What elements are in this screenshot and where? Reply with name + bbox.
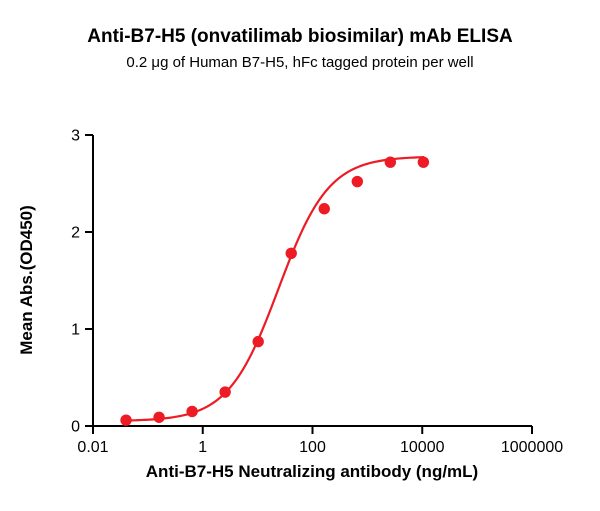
y-tick-label: 0 [71, 419, 80, 436]
x-tick-label: 10000 [400, 439, 445, 456]
data-point [252, 335, 264, 348]
chart-subtitle: 0.2 μg of Human B7-H5, hFc tagged protei… [126, 54, 474, 71]
x-tick-label: 1 [198, 439, 207, 456]
data-point [351, 175, 363, 188]
y-tick-label: 2 [71, 225, 80, 242]
data-point [153, 411, 165, 423]
data-point [285, 247, 297, 260]
data-point [219, 386, 231, 398]
x-axis-label: Anti-B7-H5 Neutralizing antibody (ng/mL) [145, 462, 479, 481]
y-axis-label: Mean Abs.(OD450) [17, 205, 36, 355]
x-tick-label: 1000000 [501, 439, 563, 456]
data-point [384, 156, 397, 168]
data-point [318, 203, 330, 215]
data-point [186, 405, 198, 418]
x-tick-label: 100 [299, 439, 326, 456]
x-tick-label: 0.01 [77, 439, 108, 456]
fit-curve [124, 156, 425, 422]
y-tick-label: 1 [71, 322, 80, 339]
chart-title: Anti-B7-H5 (onvatilimab biosimilar) mAb … [87, 26, 513, 47]
data-point [120, 414, 132, 426]
y-tick-label: 3 [71, 128, 80, 145]
data-point [417, 156, 430, 168]
